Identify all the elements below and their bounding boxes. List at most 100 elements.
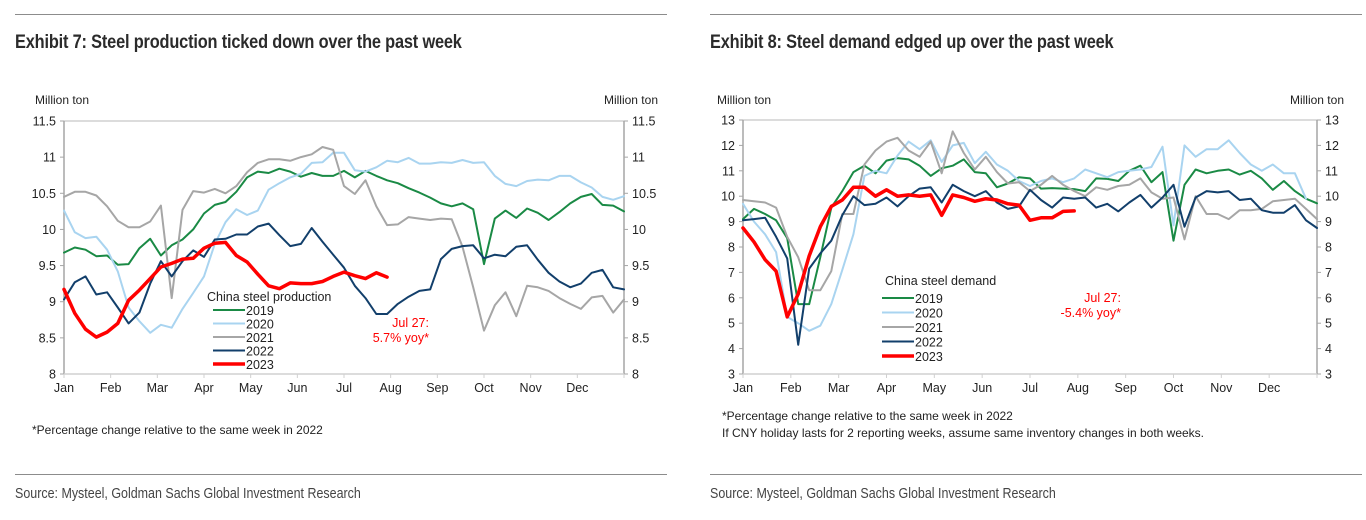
exhibit-8-panel: Exhibit 8: Steel demand edged up over th…	[683, 0, 1366, 520]
exhibit-7-panel: Exhibit 7: Steel production ticked down …	[15, 14, 667, 502]
y-tick-label-left: 13	[721, 114, 735, 128]
x-tick-label: Feb	[100, 381, 122, 395]
x-tick-label: Jun	[972, 381, 992, 395]
y-tick-label-right: 12	[1325, 139, 1339, 153]
footnote: *Percentage change relative to the same …	[722, 409, 1013, 423]
y-tick-label-left: 12	[721, 139, 735, 153]
y-tick-label-left: 10	[42, 223, 56, 237]
y-tick-label-left: 4	[728, 342, 735, 356]
bottom-divider	[15, 474, 667, 475]
annotation-text: Jul 27:	[392, 316, 429, 330]
x-tick-label: Nov	[520, 381, 543, 395]
y-tick-label-right: 8.5	[632, 331, 649, 345]
bottom-divider	[710, 474, 1362, 475]
y-axis-unit-right: Million ton	[604, 93, 658, 107]
series-line-2023	[741, 185, 1076, 319]
footnote: *Percentage change relative to the same …	[32, 423, 323, 437]
x-tick-label: Jun	[287, 381, 307, 395]
series-line-2022	[742, 183, 1318, 346]
x-tick-label: May	[239, 381, 263, 395]
legend-label-2022: 2022	[246, 345, 274, 359]
legend-title: China steel demand	[885, 274, 996, 288]
x-tick-label: Feb	[780, 381, 802, 395]
series-line-2023	[62, 240, 389, 339]
y-tick-label-right: 13	[1325, 114, 1339, 128]
series-line-2020	[742, 139, 1307, 332]
y-tick-label-right: 9.5	[632, 259, 649, 273]
y-tick-label-right: 10	[632, 223, 646, 237]
exhibit-7-title: Exhibit 7: Steel production ticked down …	[15, 32, 462, 53]
y-tick-label-right: 11	[1325, 164, 1338, 178]
x-tick-label: Dec	[1258, 381, 1280, 395]
exhibit-8-title: Exhibit 8: Steel demand edged up over th…	[710, 32, 1114, 53]
y-tick-label-right: 11	[632, 151, 645, 165]
legend-label-2023: 2023	[246, 358, 274, 372]
x-tick-label: Aug	[380, 381, 402, 395]
legend-label-2022: 2022	[915, 336, 943, 350]
series-line-2019	[742, 157, 1318, 306]
source-text: Source: Mysteel, Goldman Sachs Global In…	[710, 486, 1056, 502]
top-divider	[15, 14, 667, 15]
y-tick-label-left: 8.5	[39, 331, 56, 345]
series-line-2020	[63, 151, 625, 334]
x-tick-label: Jul	[336, 381, 352, 395]
x-tick-label: Oct	[1164, 381, 1184, 395]
legend-label-2020: 2020	[915, 307, 943, 321]
y-tick-label-left: 10.5	[32, 187, 56, 201]
y-tick-label-left: 3	[728, 368, 735, 382]
x-tick-label: Apr	[877, 381, 896, 395]
x-tick-label: Apr	[194, 381, 213, 395]
legend-label-2019: 2019	[915, 292, 943, 306]
y-tick-label-left: 9.5	[39, 259, 56, 273]
y-tick-label-left: 9	[728, 215, 735, 229]
annotation-text: 5.7% yoy*	[373, 331, 429, 345]
x-tick-label: Oct	[474, 381, 494, 395]
top-divider	[710, 14, 1362, 15]
x-tick-label: Sep	[426, 381, 448, 395]
y-tick-label-right: 11.5	[632, 115, 655, 129]
y-tick-label-right: 6	[1325, 291, 1332, 305]
y-tick-label-left: 11	[722, 164, 735, 178]
y-tick-label-right: 10	[1325, 190, 1339, 204]
y-tick-label-right: 8	[632, 368, 639, 382]
y-tick-label-right: 10.5	[632, 187, 656, 201]
x-tick-label: Dec	[566, 381, 588, 395]
y-tick-label-left: 11	[43, 151, 56, 165]
legend-label-2021: 2021	[246, 331, 274, 345]
legend-label-2023: 2023	[915, 350, 943, 364]
x-tick-label: Aug	[1067, 381, 1089, 395]
annotation-text: -5.4% yoy*	[1061, 306, 1122, 320]
footnote-cny: If CNY holiday lasts for 2 reporting wee…	[722, 426, 1205, 440]
demand-chart: Million ton Million ton 3 3 4 4 5 5 6 6 7 7 8 8 9 9 10 10…	[717, 93, 1344, 395]
legend-label-2020: 2020	[246, 318, 274, 332]
legend-label-2019: 2019	[246, 304, 274, 318]
legend-label-2021: 2021	[915, 321, 943, 335]
y-tick-label-left: 9	[49, 295, 56, 309]
series-line-2021	[63, 146, 625, 332]
y-tick-label-left: 5	[728, 317, 735, 331]
y-axis-unit-left: Million ton	[35, 93, 89, 107]
production-chart: Million ton Million ton 8 8 8.5 8.5 9 9 9.5 9.5 10…	[32, 93, 658, 395]
annotation-text: Jul 27:	[1084, 291, 1121, 305]
y-tick-label-right: 9	[632, 295, 639, 309]
x-tick-label: Nov	[1210, 381, 1233, 395]
y-tick-label-right: 7	[1325, 266, 1332, 280]
x-tick-label: Jan	[54, 381, 74, 395]
y-axis-unit-right: Million ton	[1290, 93, 1344, 107]
y-tick-label-left: 11.5	[33, 115, 56, 129]
y-tick-label-left: 6	[728, 291, 735, 305]
x-tick-label: Mar	[828, 381, 850, 395]
y-tick-label-left: 8	[49, 368, 56, 382]
y-tick-label-right: 3	[1325, 368, 1332, 382]
y-axis-unit-left: Million ton	[717, 93, 771, 107]
x-tick-label: Jul	[1022, 381, 1038, 395]
y-tick-label-left: 7	[728, 266, 735, 280]
y-tick-label-left: 8	[728, 241, 735, 255]
legend-title: China steel production	[207, 290, 331, 304]
series-line-2019	[63, 167, 625, 266]
y-tick-label-right: 5	[1325, 317, 1332, 331]
x-tick-label: May	[923, 381, 947, 395]
y-tick-label-right: 8	[1325, 241, 1332, 255]
y-tick-label-left: 10	[721, 190, 735, 204]
x-tick-label: Sep	[1115, 381, 1137, 395]
